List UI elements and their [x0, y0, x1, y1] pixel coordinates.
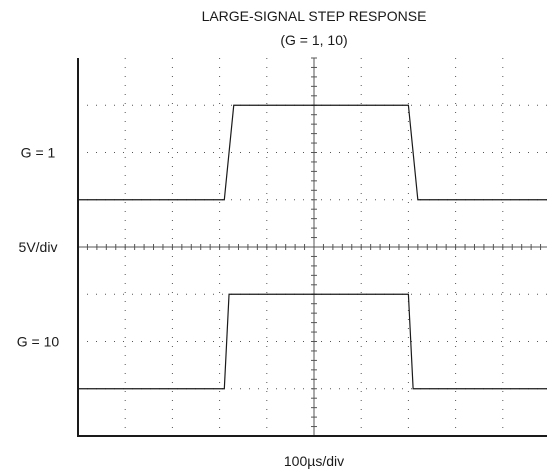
series-label-2: G = 10 [17, 334, 60, 350]
series-label-1: G = 1 [21, 145, 56, 161]
chart-title: LARGE-SIGNAL STEP RESPONSE [202, 8, 427, 24]
xlabel: 100µs/div [284, 453, 344, 469]
chart-subtitle: (G = 1, 10) [280, 32, 347, 48]
trace-series-2 [78, 293, 547, 390]
ylabel: 5V/div [19, 239, 58, 255]
trace-series-1 [78, 104, 547, 201]
plot-frame [77, 58, 547, 437]
series-labels: G = 1 G = 10 [17, 145, 60, 350]
traces [78, 104, 547, 390]
grid [77, 57, 547, 437]
